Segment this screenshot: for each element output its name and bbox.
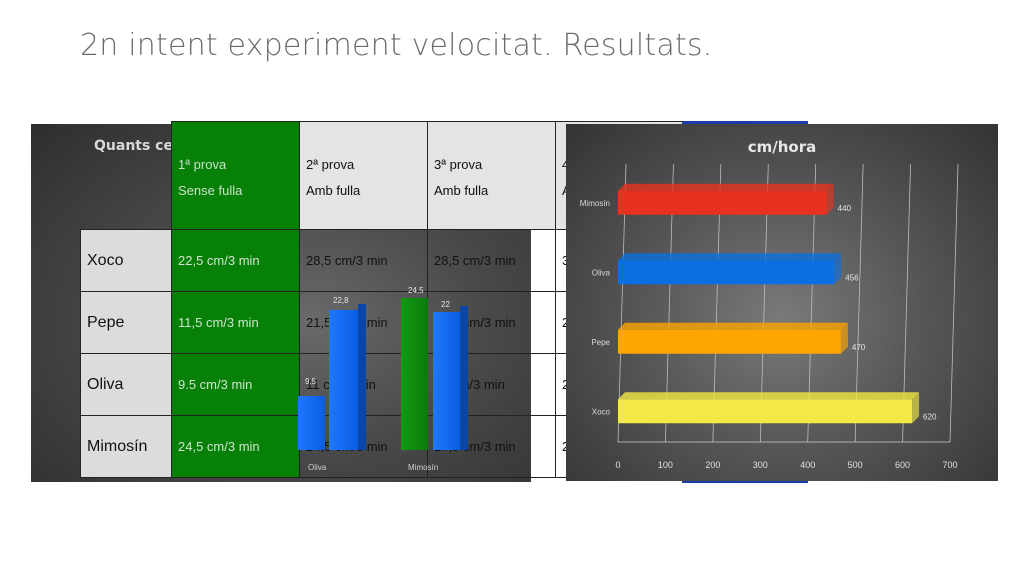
category-label: Oliva [592,268,611,277]
row-name-cell: Mimosín [80,415,172,478]
bar-value-label: 9,5 [305,377,317,386]
row-name: Oliva [87,375,124,393]
bar-top-face [618,253,842,261]
cell-value: 28,5 cm/3 min [306,253,388,268]
x-tick-label: 500 [848,460,863,470]
cell-value: 2 [556,439,683,454]
bar-side-face [826,183,834,215]
bar-category-label: Mimosín [408,463,439,472]
table-cell: 28,5 cm/3 min [299,229,428,292]
header-line1: 3ª prova [434,156,483,172]
bar [618,190,827,215]
header-line2: Amb fulla [306,182,361,198]
bar-top-face [618,392,920,400]
row-name: Pepe [87,313,125,331]
cell-value: 3 [556,253,683,268]
bar-top-face [618,322,848,330]
vertical-bar [298,396,325,450]
row-name: Mimosín [87,437,148,455]
bar-value-label: 456 [845,273,859,282]
x-tick-label: 400 [800,460,815,470]
header-line2: Sense fulla [178,182,243,198]
table-cell: 28,5 cm/3 min [427,229,556,292]
bar-side-face [912,392,920,424]
cell-value: 22,5 cm/3 min [178,253,260,268]
vertical-bar [329,310,358,450]
table-cell: 24,5 cm/3 min [171,415,300,478]
cell-value: 11,5 cm/3 min [178,315,259,330]
row-name: Xoco [87,251,124,269]
header-line2: Amb fulla [434,182,489,198]
accent-strip [682,480,808,483]
speed-chart: cm/hora 0 100 200 300 400 500 600 700 440 Mimosín… [566,124,998,481]
table-header-cell: 1ª prova Sense fulla [171,121,300,230]
row-name-cell: Xoco [80,229,172,292]
x-tick-label: 600 [895,460,910,470]
chart-title: cm/hora [747,138,817,156]
table-cell: 22,5 cm/3 min [171,229,300,292]
header-line1: 4 [562,152,683,178]
bar [618,399,913,424]
bar-side-face [840,322,848,354]
x-tick-label: 700 [942,460,957,470]
table-cell: 9.5 cm/3 min [171,353,300,416]
vertical-bar-side [460,306,468,450]
x-tick-label: 100 [658,460,673,470]
table-header-cell: 2ª prova Amb fulla [299,121,428,230]
cell-value: 2 [556,377,683,392]
table-corner-cell [80,121,172,230]
x-tick-label: 200 [705,460,720,470]
vertical-bar [401,298,428,450]
bar-top-face [618,183,834,191]
bar-value-label: 22 [441,300,450,309]
table-header-cell: 3ª prova Amb fulla [427,121,556,230]
x-tick-label: 300 [753,460,768,470]
category-label: Mimosín [580,199,610,208]
bar-side-face [834,253,842,285]
category-label: Pepe [591,338,610,347]
row-name-cell: Oliva [80,353,172,416]
vertical-bar-side [358,304,366,450]
table-row: Xoco 22,5 cm/3 min 28,5 cm/3 min 28,5 cm… [80,229,684,292]
category-label: Xoco [592,407,611,416]
bar-value-label: 470 [852,343,866,352]
bar-value-label: 620 [923,412,937,421]
header-line1: 1ª prova [178,156,227,172]
bar-value-label: 22,8 [333,296,349,305]
vertical-bar [433,312,460,450]
slide-title: 2n intent experiment velocitat. Resultat… [80,28,713,63]
table-cell: 11,5 cm/3 min [171,291,300,354]
gridline [949,163,959,443]
cell-value: 2 [556,315,683,330]
x-tick-label: 0 [615,460,620,470]
cell-value: 9.5 cm/3 min [178,377,253,392]
bar [618,260,835,285]
cell-value: 28,5 cm/3 min [434,253,516,268]
bar-category-label: Oliva [308,463,327,472]
speed-chart-svg: 0 100 200 300 400 500 600 700 440 Mimosín 456 Oliva… [580,163,959,470]
accent-strip [682,121,808,124]
bar-value-label: 440 [838,204,852,213]
header-line1: 2ª prova [306,156,355,172]
row-name-cell: Pepe [80,291,172,354]
bar [618,329,841,354]
cell-value: 24,5 cm/3 min [178,439,260,454]
bar-value-label: 24,5 [408,286,424,295]
